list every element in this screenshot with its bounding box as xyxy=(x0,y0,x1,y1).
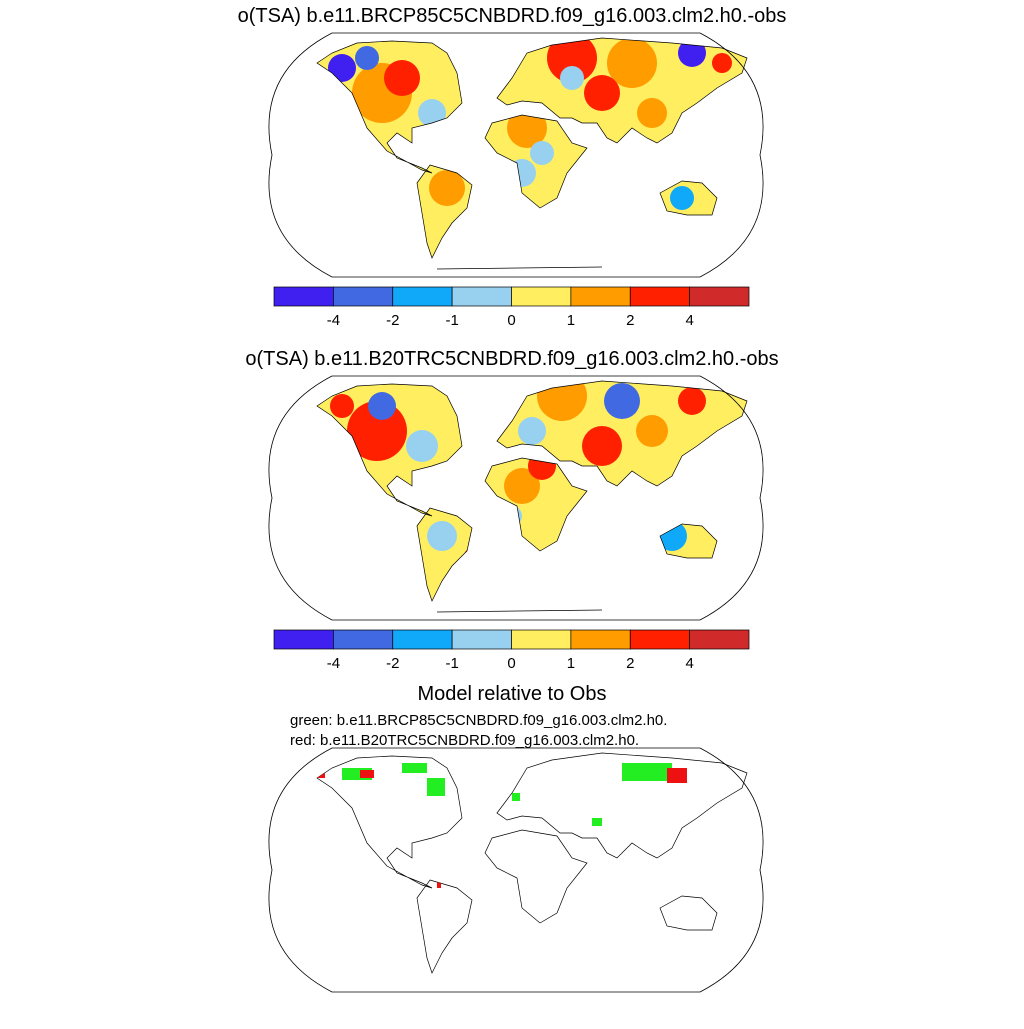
anomaly-patch xyxy=(418,99,446,127)
colorbar-label: -1 xyxy=(445,312,458,329)
anomaly-patch xyxy=(355,46,379,70)
anomaly-patch xyxy=(347,401,407,461)
anomaly-patch xyxy=(604,383,640,419)
anomaly-patch xyxy=(712,53,732,73)
anomaly-patch xyxy=(507,108,547,148)
anomaly-patch xyxy=(547,38,597,83)
colorbar-box xyxy=(273,629,334,650)
map xyxy=(268,375,764,621)
colorbar: -4 -2 -1 0 1 2 4 xyxy=(273,629,750,672)
anomaly-patch xyxy=(368,392,396,420)
colorbar-box xyxy=(451,629,512,650)
colorbar-label: -2 xyxy=(386,312,399,329)
colorbar-label: 0 xyxy=(507,312,515,329)
colorbar-box xyxy=(392,629,453,650)
colorbar-box xyxy=(689,629,750,650)
colorbar-label: -1 xyxy=(445,655,458,672)
colorbar-label: -2 xyxy=(386,655,399,672)
anomaly-patch xyxy=(384,60,420,96)
anomaly-patch xyxy=(636,415,668,447)
panel-title: o(TSA) b.e11.BRCP85C5CNBDRD.f09_g16.003.… xyxy=(238,5,787,27)
colorbar-label: 4 xyxy=(685,312,693,329)
anomaly-patch xyxy=(678,387,706,415)
layers: o(TSA) b.e11.BRCP85C5CNBDRD.f09_g16.003.… xyxy=(238,5,787,749)
anomaly-patch xyxy=(560,66,584,90)
anomaly-patch xyxy=(637,98,667,128)
anomaly-patch xyxy=(584,75,620,111)
colorbar-box xyxy=(689,286,750,307)
colorbar-box xyxy=(333,629,394,650)
anomaly-patch xyxy=(657,521,687,551)
anomaly-patch xyxy=(670,186,694,210)
anomaly-patch xyxy=(582,426,622,466)
colorbar-label: 2 xyxy=(626,312,634,329)
antarctica xyxy=(436,609,603,613)
colorbar-box xyxy=(273,286,334,307)
comparison-map xyxy=(268,747,764,993)
colorbar-label: 0 xyxy=(507,655,515,672)
anomaly-patch xyxy=(518,417,546,445)
comparison-legend: red: b.e11.B20TRC5CNBDRD.f09_g16.003.clm… xyxy=(290,732,639,749)
colorbar-label: 2 xyxy=(626,655,634,672)
antarctica xyxy=(436,266,603,270)
colorbar-box xyxy=(333,286,394,307)
colorbar-label: 4 xyxy=(685,655,693,672)
anomaly-patch xyxy=(504,468,540,504)
panel-title: o(TSA) b.e11.B20TRC5CNBDRD.f09_g16.003.c… xyxy=(245,348,778,370)
colorbar-box xyxy=(451,286,512,307)
colorbar-label: 1 xyxy=(567,312,575,329)
map xyxy=(268,32,764,278)
colorbar-label: -4 xyxy=(327,655,340,672)
anomaly-patch xyxy=(530,141,554,165)
anomaly-patch xyxy=(406,430,438,462)
colorbar-label: -4 xyxy=(327,312,340,329)
anomaly-patch xyxy=(508,159,536,187)
colorbar: -4 -2 -1 0 1 2 4 xyxy=(273,286,750,329)
colorbar-box xyxy=(511,629,572,650)
anomaly-patch xyxy=(429,170,465,206)
comparison-title: Model relative to Obs xyxy=(418,683,607,705)
colorbar-box xyxy=(570,286,631,307)
anomaly-patch xyxy=(328,54,356,82)
colorbar-label: 1 xyxy=(567,655,575,672)
colorbar-box xyxy=(629,286,690,307)
anomaly-patch xyxy=(427,521,457,551)
anomaly-patch xyxy=(464,548,480,564)
colorbar-box xyxy=(629,629,690,650)
anomaly-patch xyxy=(678,39,706,67)
anomaly-patch xyxy=(607,38,657,88)
colorbar-box xyxy=(511,286,572,307)
anomaly-patch xyxy=(330,394,354,418)
colorbar-box xyxy=(570,629,631,650)
comparison-legend: green: b.e11.BRCP85C5CNBDRD.f09_g16.003.… xyxy=(290,712,667,729)
anomaly-patch xyxy=(528,452,556,480)
anomaly-patch xyxy=(537,381,587,421)
colorbar-box xyxy=(392,286,453,307)
